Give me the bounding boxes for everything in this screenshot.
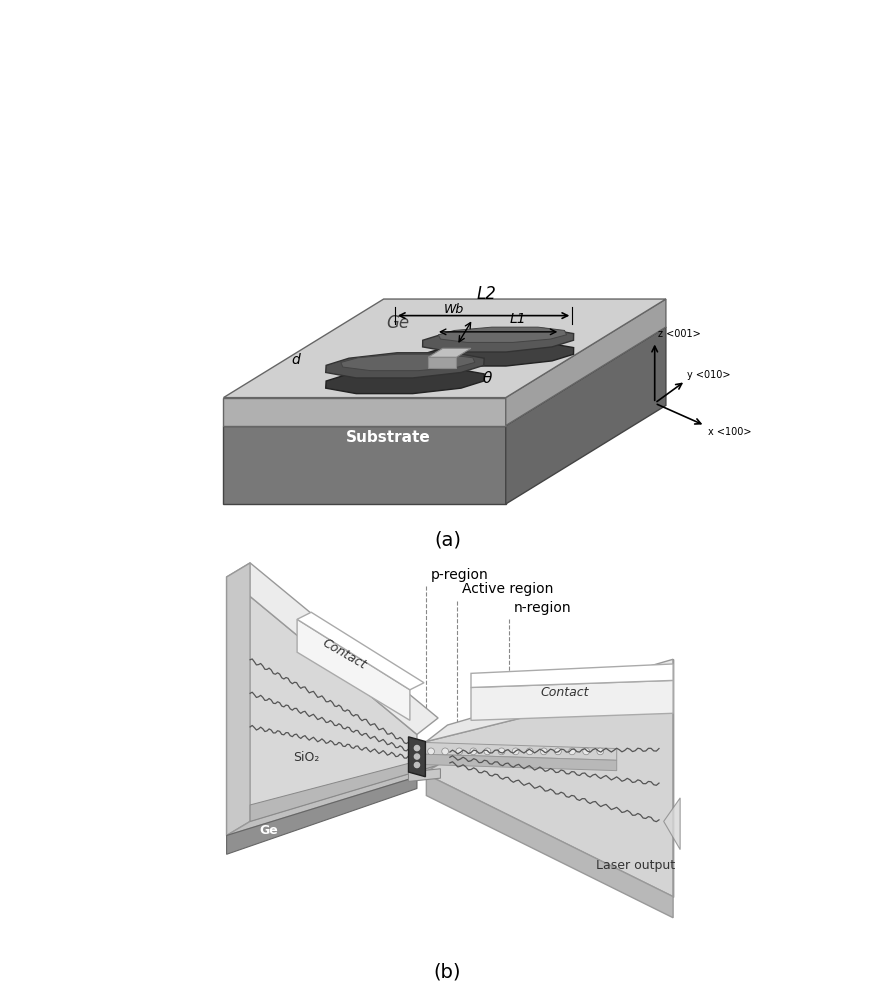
Text: Active region: Active region — [461, 582, 552, 596]
Polygon shape — [325, 353, 484, 378]
Polygon shape — [226, 563, 249, 836]
Text: x <100>: x <100> — [707, 427, 751, 437]
Polygon shape — [424, 754, 616, 771]
Polygon shape — [226, 577, 417, 836]
Polygon shape — [224, 327, 665, 426]
Circle shape — [511, 748, 519, 755]
Text: Ge: Ge — [259, 824, 278, 837]
Polygon shape — [297, 612, 424, 690]
Text: (a): (a) — [434, 531, 460, 550]
Circle shape — [442, 748, 448, 755]
Circle shape — [498, 748, 504, 755]
Polygon shape — [470, 664, 672, 687]
Text: Laser output: Laser output — [595, 859, 674, 872]
Text: L1: L1 — [509, 312, 526, 326]
Circle shape — [582, 748, 589, 755]
Text: Contact: Contact — [540, 686, 588, 699]
Polygon shape — [426, 659, 672, 742]
Circle shape — [427, 748, 434, 755]
Text: Wb: Wb — [443, 303, 464, 316]
Text: y <010>: y <010> — [687, 370, 730, 380]
Circle shape — [414, 762, 419, 768]
Polygon shape — [505, 299, 665, 426]
Polygon shape — [426, 680, 672, 897]
Polygon shape — [224, 299, 665, 398]
Polygon shape — [427, 348, 470, 357]
Polygon shape — [505, 327, 665, 504]
Text: Substrate: Substrate — [345, 430, 430, 445]
Circle shape — [526, 748, 533, 755]
Text: p-region: p-region — [431, 568, 488, 582]
Polygon shape — [224, 398, 505, 426]
Polygon shape — [249, 756, 437, 821]
Polygon shape — [341, 354, 475, 371]
Polygon shape — [408, 769, 440, 781]
Polygon shape — [226, 563, 437, 734]
Text: Contact: Contact — [319, 637, 368, 672]
Circle shape — [568, 748, 575, 755]
Polygon shape — [226, 777, 417, 854]
Polygon shape — [297, 619, 409, 720]
Text: Ge: Ge — [386, 314, 409, 332]
Polygon shape — [663, 798, 679, 850]
Circle shape — [455, 748, 462, 755]
Polygon shape — [325, 368, 484, 394]
Polygon shape — [422, 328, 573, 352]
Text: (b): (b) — [434, 962, 460, 981]
Circle shape — [554, 748, 561, 755]
Text: SiO₂: SiO₂ — [293, 751, 319, 764]
Polygon shape — [424, 742, 616, 760]
Polygon shape — [426, 774, 672, 918]
Text: θ: θ — [482, 371, 492, 386]
Text: z <001>: z <001> — [657, 329, 699, 339]
Polygon shape — [438, 327, 566, 342]
Circle shape — [414, 754, 419, 759]
Circle shape — [596, 748, 603, 755]
Polygon shape — [470, 680, 672, 720]
Polygon shape — [427, 357, 456, 368]
Polygon shape — [224, 426, 505, 504]
Text: n-region: n-region — [513, 601, 570, 615]
Text: L2: L2 — [476, 285, 496, 303]
Circle shape — [484, 748, 490, 755]
Polygon shape — [408, 737, 425, 777]
Polygon shape — [422, 342, 573, 366]
Circle shape — [414, 745, 419, 751]
Polygon shape — [226, 765, 437, 836]
Text: d: d — [291, 353, 300, 367]
Circle shape — [469, 748, 477, 755]
Circle shape — [540, 748, 546, 755]
